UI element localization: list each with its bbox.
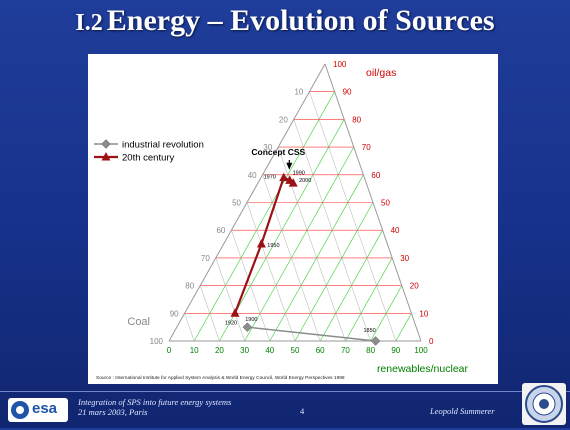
tick-oil-100: 100 xyxy=(333,60,347,69)
tick-coal-10: 10 xyxy=(294,88,303,97)
point-label-1920: 1920 xyxy=(225,320,237,326)
grid-line-renewables-70 xyxy=(345,257,393,342)
footer-author: Leopold Summerer xyxy=(430,406,495,416)
esa-logo: esa xyxy=(8,398,68,422)
tick-oil-10: 10 xyxy=(419,309,428,318)
tick-oil-70: 70 xyxy=(362,143,371,152)
seal-icon xyxy=(525,385,563,423)
tick-renewables-90: 90 xyxy=(391,346,400,355)
tick-coal-100: 100 xyxy=(150,337,164,346)
annotation-arrow-head xyxy=(286,162,293,170)
tick-coal-20: 20 xyxy=(279,115,288,124)
grid-line-coal-70 xyxy=(215,257,245,342)
tick-oil-90: 90 xyxy=(343,88,352,97)
ternary-chart: 0102030405060708090100100908070605040302… xyxy=(94,60,469,375)
data-point-1970 xyxy=(279,172,289,182)
tick-renewables-50: 50 xyxy=(291,346,300,355)
institution-seal xyxy=(522,383,566,425)
slide-title-text: Energy – Evolution of Sources xyxy=(106,4,495,37)
grid-line-coal-60 xyxy=(231,230,271,342)
source-note: Source : International Institute for App… xyxy=(96,376,345,381)
grid-line-coal-30 xyxy=(277,147,346,342)
series-line-0 xyxy=(247,326,376,342)
legend-marker-20th xyxy=(101,152,111,161)
grid-line-renewables-10 xyxy=(193,91,335,342)
tick-coal-90: 90 xyxy=(170,309,179,318)
legend-label-industrial: industrial revolution xyxy=(122,140,204,151)
tick-renewables-10: 10 xyxy=(190,346,199,355)
chart-panel: 0 10 20 30 40 50 60 70 80 90 100 100 90 80 70 60 50 40 30 2… xyxy=(88,54,498,384)
tick-oil-60: 60 xyxy=(371,171,380,180)
point-label-1950: 1950 xyxy=(267,243,279,249)
data-point-1850 xyxy=(370,336,381,346)
grid-line-renewables-50 xyxy=(294,202,374,342)
tick-oil-80: 80 xyxy=(352,115,361,124)
tick-renewables-70: 70 xyxy=(341,346,350,355)
footer-event: Integration of SPS into future energy sy… xyxy=(78,397,231,417)
axis-label-oil-gas: oil/gas xyxy=(366,67,396,79)
grid-line-coal-80 xyxy=(199,285,220,342)
point-label-1970: 1970 xyxy=(264,175,276,181)
tick-renewables-80: 80 xyxy=(366,346,375,355)
grid-line-coal-90 xyxy=(184,313,195,342)
esa-logo-mark-icon xyxy=(11,401,29,419)
footer-divider xyxy=(0,391,570,392)
tick-oil-0: 0 xyxy=(429,337,434,346)
tick-coal-30: 30 xyxy=(263,143,272,152)
tick-coal-40: 40 xyxy=(248,171,257,180)
tick-renewables-60: 60 xyxy=(316,346,325,355)
tick-renewables-100: 100 xyxy=(414,346,428,355)
data-point-1920 xyxy=(230,308,240,317)
tick-renewables-30: 30 xyxy=(240,346,249,355)
grid-line-coal-50 xyxy=(246,202,296,342)
point-label-2000: 2000 xyxy=(299,178,311,184)
point-label-1850: 1850 xyxy=(364,328,376,334)
annotation-concept-css: Concept CSS xyxy=(251,147,305,157)
footer-event-date: 21 mars 2003, Paris xyxy=(78,407,148,417)
tick-renewables-20: 20 xyxy=(215,346,224,355)
grid-line-renewables-80 xyxy=(370,285,403,342)
tick-coal-60: 60 xyxy=(216,226,225,235)
grid-line-renewables-60 xyxy=(319,230,383,342)
tick-oil-30: 30 xyxy=(400,254,409,263)
data-point-1950 xyxy=(256,239,266,248)
footer-event-title: Integration of SPS into future energy sy… xyxy=(78,397,232,407)
page-number: 4 xyxy=(300,406,305,416)
point-label-1900: 1900 xyxy=(245,317,257,323)
data-point-2000 xyxy=(288,178,298,187)
tick-oil-40: 40 xyxy=(391,226,400,235)
tick-coal-50: 50 xyxy=(232,199,241,208)
tick-renewables-0: 0 xyxy=(167,346,172,355)
triangle-edge-left xyxy=(168,63,326,342)
point-label-1990: 1990 xyxy=(293,170,305,176)
tick-renewables-40: 40 xyxy=(265,346,274,355)
data-point-1900 xyxy=(242,322,253,333)
axis-label-coal: Coal xyxy=(127,316,150,328)
grid-line-renewables-30 xyxy=(244,146,355,342)
axis-label-renewables-nuclear: renewables/nuclear xyxy=(377,363,469,375)
legend-marker-industrial xyxy=(101,139,111,149)
slide-title: I.2 Energy – Evolution of Sources xyxy=(0,4,570,38)
tick-coal-80: 80 xyxy=(185,282,194,291)
triangle-edge-right xyxy=(324,63,422,342)
esa-logo-text: esa xyxy=(32,400,58,417)
grid-line-coal-10 xyxy=(309,91,397,342)
tick-oil-20: 20 xyxy=(410,282,419,291)
legend-label-20th: 20th century xyxy=(122,153,175,164)
grid-line-renewables-90 xyxy=(395,313,412,342)
tick-coal-70: 70 xyxy=(201,254,210,263)
slide-title-number: I.2 xyxy=(75,10,103,36)
tick-oil-50: 50 xyxy=(381,199,390,208)
